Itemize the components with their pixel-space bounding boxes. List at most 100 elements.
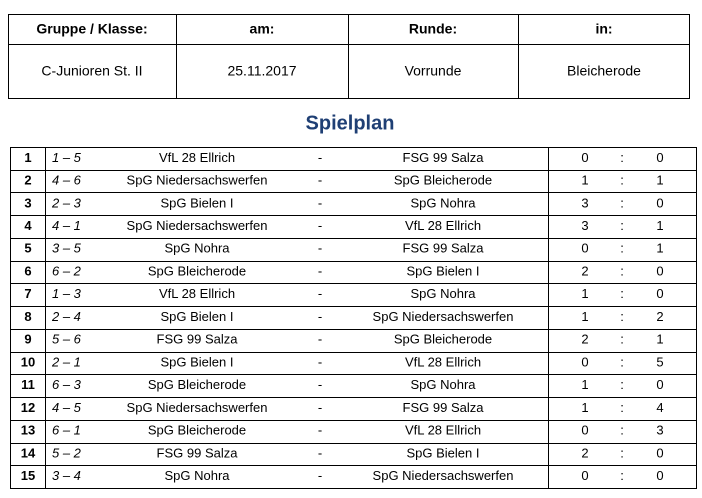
match-number: 8: [24, 309, 31, 324]
header-label: Runde:: [409, 21, 457, 37]
away-team: SpG Niedersachswerfen: [373, 309, 514, 324]
away-team: SpG Niedersachswerfen: [373, 468, 514, 483]
score-separator: :: [620, 286, 624, 301]
home-team: FSG 99 Salza: [157, 332, 239, 347]
home-goals: 3: [581, 195, 588, 210]
score-separator: :: [620, 400, 624, 415]
away-team: VfL 28 Ellrich: [405, 354, 481, 369]
score-separator: :: [620, 423, 624, 438]
schedule-title: Spielplan: [306, 112, 395, 134]
away-goals: 1: [656, 173, 663, 188]
home-goals: 1: [581, 173, 588, 188]
home-goals: 0: [581, 241, 588, 256]
away-team: VfL 28 Ellrich: [405, 423, 481, 438]
match-number: 7: [24, 286, 31, 301]
pairing: 2 – 1: [51, 354, 81, 369]
home-goals: 2: [581, 445, 588, 460]
home-goals: 0: [581, 354, 588, 369]
header-value: C-Junioren St. II: [41, 63, 142, 79]
home-goals: 1: [581, 400, 588, 415]
score-separator: :: [620, 241, 624, 256]
score-separator: :: [620, 173, 624, 188]
away-goals: 0: [656, 377, 663, 392]
match-separator: -: [318, 400, 322, 415]
away-team: VfL 28 Ellrich: [405, 218, 481, 233]
away-team: SpG Bleicherode: [394, 173, 492, 188]
pairing: 6 – 3: [52, 377, 82, 392]
match-separator: -: [318, 195, 322, 210]
pairing: 6 – 2: [52, 263, 82, 278]
match-number: 10: [21, 354, 35, 369]
home-goals: 3: [581, 218, 588, 233]
score-separator: :: [620, 309, 624, 324]
pairing: 4 – 6: [52, 173, 82, 188]
home-team: SpG Bleicherode: [148, 263, 246, 278]
match-separator: -: [318, 423, 322, 438]
home-team: SpG Bleicherode: [148, 423, 246, 438]
header-label: Gruppe / Klasse:: [36, 21, 147, 37]
home-team: VfL 28 Ellrich: [159, 286, 235, 301]
home-team: SpG Bleicherode: [148, 377, 246, 392]
home-team: SpG Nohra: [164, 468, 230, 483]
score-separator: :: [620, 150, 624, 165]
match-number: 4: [24, 218, 32, 233]
pairing: 1 – 3: [52, 286, 82, 301]
home-team: SpG Niedersachswerfen: [127, 218, 268, 233]
score-separator: :: [620, 468, 624, 483]
pairing: 5 – 6: [52, 332, 82, 347]
match-separator: -: [318, 241, 322, 256]
home-team: SpG Bielen I: [161, 195, 234, 210]
match-number: 14: [21, 445, 36, 460]
score-separator: :: [620, 332, 624, 347]
away-goals: 2: [656, 309, 663, 324]
away-goals: 0: [656, 286, 663, 301]
away-goals: 0: [656, 263, 663, 278]
match-number: 5: [24, 241, 31, 256]
pairing: 4 – 1: [52, 218, 81, 233]
away-team: SpG Nohra: [410, 195, 476, 210]
header-label: in:: [595, 21, 612, 37]
match-number: 1: [24, 150, 31, 165]
home-team: VfL 28 Ellrich: [159, 150, 235, 165]
away-goals: 3: [656, 423, 663, 438]
home-goals: 0: [581, 150, 588, 165]
match-number: 12: [21, 400, 35, 415]
score-separator: :: [620, 354, 624, 369]
home-goals: 0: [581, 468, 588, 483]
pairing: 2 – 4: [51, 309, 81, 324]
away-goals: 1: [656, 241, 663, 256]
score-separator: :: [620, 218, 624, 233]
pairing: 5 – 2: [52, 445, 82, 460]
match-separator: -: [318, 263, 322, 278]
pairing: 3 – 4: [52, 468, 81, 483]
match-separator: -: [318, 377, 322, 392]
away-team: FSG 99 Salza: [403, 241, 485, 256]
match-number: 6: [24, 263, 31, 278]
away-goals: 1: [656, 218, 663, 233]
away-goals: 1: [656, 332, 663, 347]
home-team: SpG Nohra: [164, 241, 230, 256]
home-team: FSG 99 Salza: [157, 445, 239, 460]
header-label: am:: [250, 21, 275, 37]
away-goals: 0: [656, 150, 663, 165]
home-goals: 1: [581, 309, 588, 324]
match-separator: -: [318, 173, 322, 188]
score-separator: :: [620, 263, 624, 278]
header-value: Bleicherode: [567, 63, 641, 79]
away-team: SpG Bielen I: [407, 445, 480, 460]
match-number: 15: [21, 468, 35, 483]
match-number: 11: [21, 377, 35, 392]
header-value: 25.11.2017: [227, 63, 296, 79]
away-goals: 0: [656, 195, 663, 210]
away-team: SpG Bielen I: [407, 263, 480, 278]
match-separator: -: [318, 218, 322, 233]
match-separator: -: [318, 354, 322, 369]
away-team: FSG 99 Salza: [403, 150, 485, 165]
match-separator: -: [318, 468, 322, 483]
match-number: 3: [24, 195, 31, 210]
home-team: SpG Niedersachswerfen: [127, 173, 268, 188]
away-goals: 5: [656, 354, 663, 369]
away-goals: 0: [656, 445, 663, 460]
home-goals: 1: [581, 286, 588, 301]
